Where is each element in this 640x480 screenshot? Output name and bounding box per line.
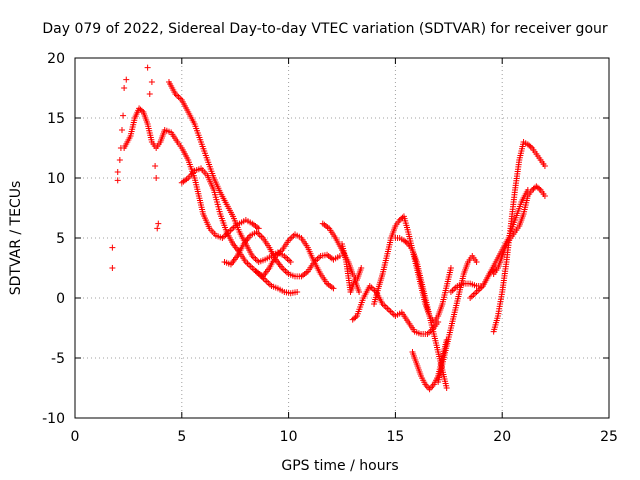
- data-point: [287, 259, 294, 265]
- data-point: [114, 177, 121, 184]
- y-tick-label: 0: [56, 291, 65, 307]
- data-point: [123, 76, 130, 83]
- x-axis-label: GPS time / hours: [281, 458, 398, 474]
- data-point: [153, 175, 160, 181]
- y-tick-label: 10: [47, 171, 65, 187]
- y-tick-label: 20: [47, 51, 65, 67]
- data-point: [473, 259, 480, 265]
- data-point: [356, 289, 363, 295]
- data-point: [152, 163, 159, 169]
- data-point: [330, 285, 337, 292]
- data-point: [114, 169, 121, 175]
- y-tick-labels: -10 -5 0 5 10 15 20: [42, 51, 65, 427]
- x-tick-label: 15: [386, 429, 404, 445]
- data-point: [541, 163, 548, 169]
- data-point: [109, 244, 116, 251]
- data-point: [541, 193, 548, 199]
- data-point: [155, 220, 162, 227]
- data-point: [447, 265, 454, 271]
- y-tick-label: -5: [51, 351, 65, 367]
- x-tick-label: 25: [600, 429, 618, 445]
- data-point: [118, 127, 125, 133]
- data-point: [255, 225, 262, 232]
- data-point: [527, 143, 534, 150]
- data-point: [121, 85, 128, 91]
- x-tick-label: 0: [71, 429, 80, 445]
- y-tick-label: 15: [47, 111, 65, 127]
- chart-title: Day 079 of 2022, Sidereal Day-to-day VTE…: [42, 21, 608, 37]
- data-points: [109, 64, 548, 393]
- data-point: [138, 107, 145, 114]
- data-point: [443, 385, 450, 391]
- data-point: [120, 112, 127, 119]
- data-point: [536, 185, 543, 192]
- data-point: [403, 239, 410, 246]
- x-tick-labels: 0 5 10 15 20 25: [71, 429, 618, 445]
- y-axis-label: SDTVAR / TECUs: [8, 181, 24, 296]
- y-tick-label: -10: [42, 411, 65, 427]
- data-point: [352, 314, 359, 321]
- grid: [75, 58, 609, 418]
- data-point: [154, 225, 161, 232]
- data-point: [144, 64, 151, 71]
- y-tick-label: 5: [56, 231, 65, 247]
- x-tick-label: 5: [177, 429, 186, 445]
- x-tick-label: 10: [280, 429, 298, 445]
- data-point: [146, 91, 153, 97]
- x-tick-label: 20: [493, 429, 511, 445]
- data-point: [336, 253, 343, 259]
- axis-ticks: [74, 57, 610, 419]
- data-point: [109, 265, 116, 271]
- data-point: [294, 289, 301, 295]
- data-point: [148, 79, 155, 85]
- data-point: [358, 265, 365, 271]
- data-point: [116, 157, 123, 163]
